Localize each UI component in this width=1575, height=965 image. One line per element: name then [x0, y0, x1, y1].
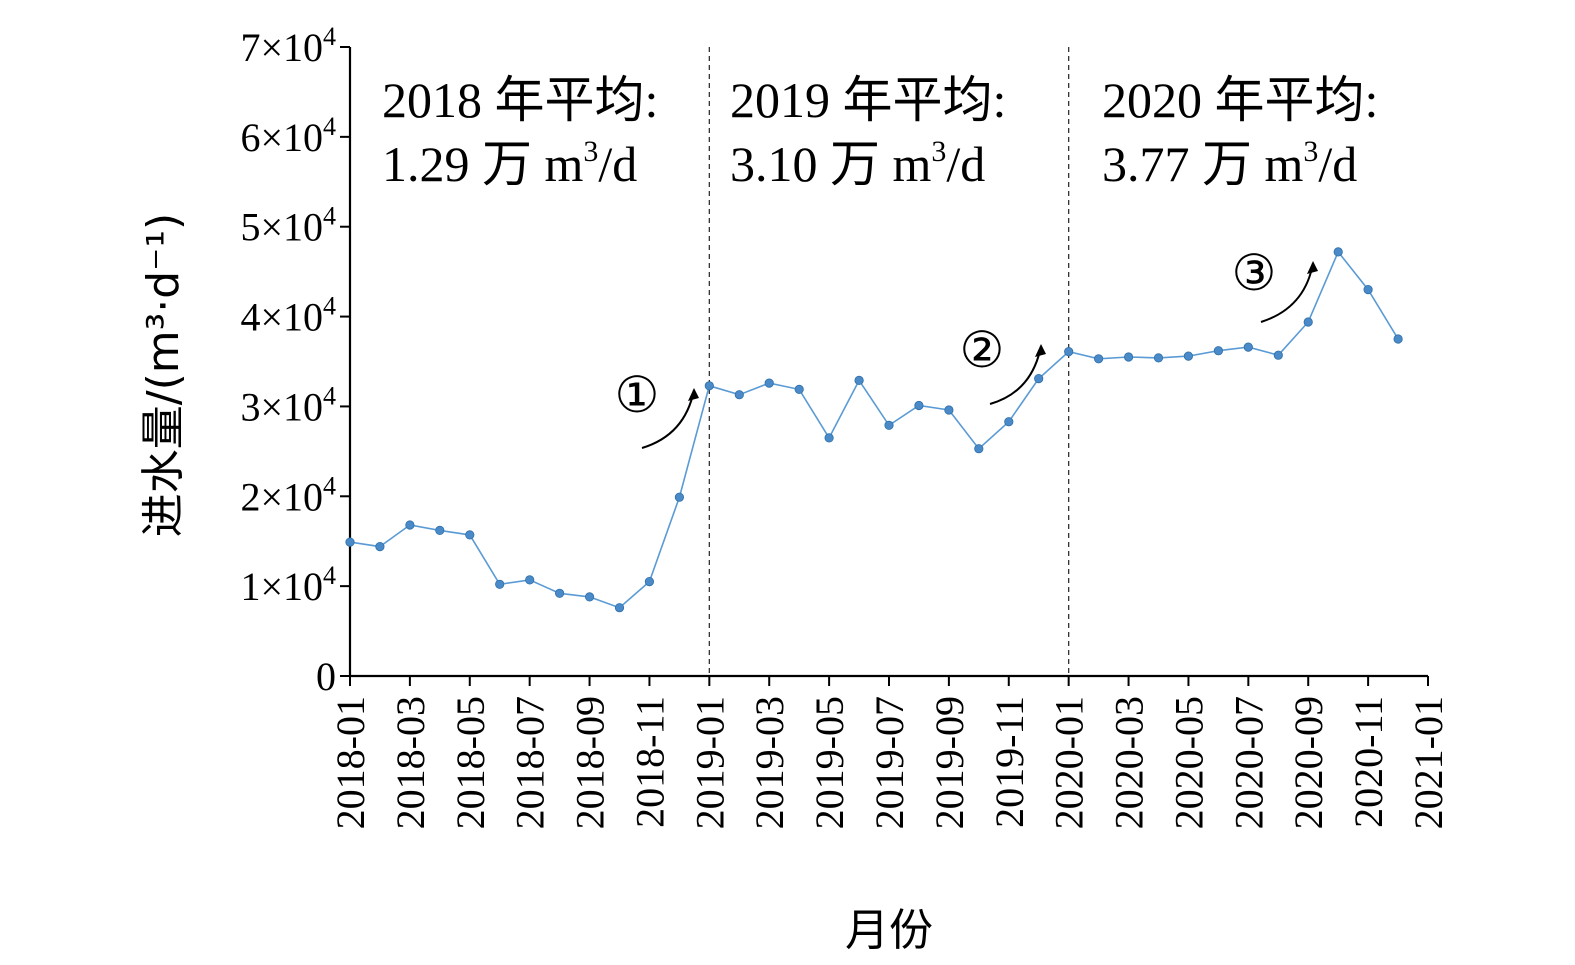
annotation-title: 2019 年平均:	[730, 72, 1006, 128]
annotation-title: 2018 年平均:	[382, 72, 658, 128]
data-point	[674, 492, 685, 502]
x-tick-label: 2018-09	[568, 696, 613, 829]
plot-area	[345, 247, 1403, 613]
x-tick-label: 2019-07	[867, 696, 912, 829]
data-point	[944, 405, 954, 415]
data-point	[554, 588, 565, 598]
data-point	[435, 525, 445, 536]
data-point	[614, 603, 625, 613]
x-tick-label: 2020-11	[1346, 696, 1391, 828]
arrow-head	[1307, 261, 1318, 274]
data-point	[1363, 284, 1373, 295]
data-point	[405, 520, 415, 530]
x-tick-label: 2020-07	[1226, 696, 1271, 829]
data-point	[1183, 351, 1194, 361]
data-point	[1094, 354, 1104, 364]
y-tick-label: 1×104	[240, 561, 336, 609]
data-point	[584, 592, 595, 602]
data-point	[794, 384, 804, 394]
x-tick-label: 2018-07	[508, 696, 553, 829]
annotation-title: 2020 年平均:	[1102, 72, 1378, 128]
arrow-head	[1035, 344, 1046, 357]
data-point	[704, 381, 714, 391]
y-tick-label: 4×104	[240, 292, 336, 340]
data-point	[854, 375, 864, 385]
x-tick-label: 2020-09	[1286, 696, 1331, 829]
trend-marker-label: ③	[1232, 244, 1277, 302]
x-axis-title: 月份	[845, 905, 933, 956]
trend-marker-label: ②	[960, 321, 1005, 379]
x-tick-label: 2019-09	[927, 696, 972, 829]
data-point	[914, 400, 924, 411]
y-tick-label: 5×104	[240, 202, 336, 250]
annotation-value: 3.10 万 m3/d	[730, 135, 985, 192]
data-point	[345, 537, 355, 547]
y-tick-label: 6×104	[240, 112, 336, 160]
data-point	[525, 575, 535, 585]
annotation-value: 1.29 万 m3/d	[382, 135, 637, 192]
data-point	[1034, 373, 1044, 384]
x-tick-label: 2019-03	[747, 696, 792, 829]
data-point	[734, 390, 744, 400]
data-point	[1273, 350, 1283, 360]
x-tick-label: 2018-05	[448, 696, 493, 829]
data-point	[1213, 346, 1224, 356]
data-point	[884, 420, 894, 430]
data-point	[375, 541, 385, 552]
x-tick-label: 2019-01	[687, 696, 732, 829]
x-tick-label: 2018-01	[328, 696, 373, 829]
data-point	[1153, 353, 1164, 363]
data-point	[1004, 417, 1014, 427]
data-point	[465, 530, 475, 540]
data-point	[1243, 342, 1253, 352]
year-dividers	[708, 47, 1070, 676]
data-point	[495, 579, 505, 589]
x-tick-label: 2018-11	[627, 696, 672, 828]
data-point	[644, 576, 655, 587]
y-tick-label: 2×104	[240, 471, 336, 519]
y-axis-ticks: 0 1×104 2×104 3×104 4×104 5×104 6×104 7×104	[240, 22, 350, 699]
data-point	[764, 378, 774, 388]
x-tick-label: 2019-05	[807, 696, 852, 829]
data-point	[1333, 247, 1343, 257]
data-point	[1393, 334, 1403, 344]
y-tick-label: 3×104	[240, 381, 336, 429]
x-axis-ticks: 2018-01 2018-03 2018-05 2018-07 2018-09 2018-…	[328, 676, 1451, 829]
data-point	[824, 433, 834, 443]
x-tick-label: 2020-05	[1166, 696, 1211, 829]
trend-marker-label: ①	[615, 366, 660, 424]
trend-markers: ① ② ③	[615, 244, 1318, 449]
x-tick-label: 2018-03	[388, 696, 433, 829]
x-tick-label: 2019-11	[987, 696, 1032, 828]
y-tick-label: 7×104	[240, 22, 336, 70]
arrow-head	[688, 388, 699, 401]
y-tick-label: 0	[316, 654, 336, 699]
data-point	[1303, 317, 1313, 327]
data-point	[1064, 346, 1074, 357]
annotation-value: 3.77 万 m3/d	[1102, 135, 1357, 192]
data-point	[1124, 352, 1134, 362]
data-point	[974, 444, 984, 454]
x-tick-label: 2020-01	[1047, 696, 1092, 829]
x-tick-label: 2021-01	[1406, 696, 1451, 829]
x-tick-label: 2020-03	[1107, 696, 1152, 829]
series-line	[349, 250, 1399, 609]
y-axis-title: 进水量/(m³·d⁻¹)	[138, 213, 189, 537]
year-average-annotations: 2018 年平均: 1.29 万 m3/d 2019 年平均: 3.10 万 m3/d…	[382, 72, 1378, 192]
